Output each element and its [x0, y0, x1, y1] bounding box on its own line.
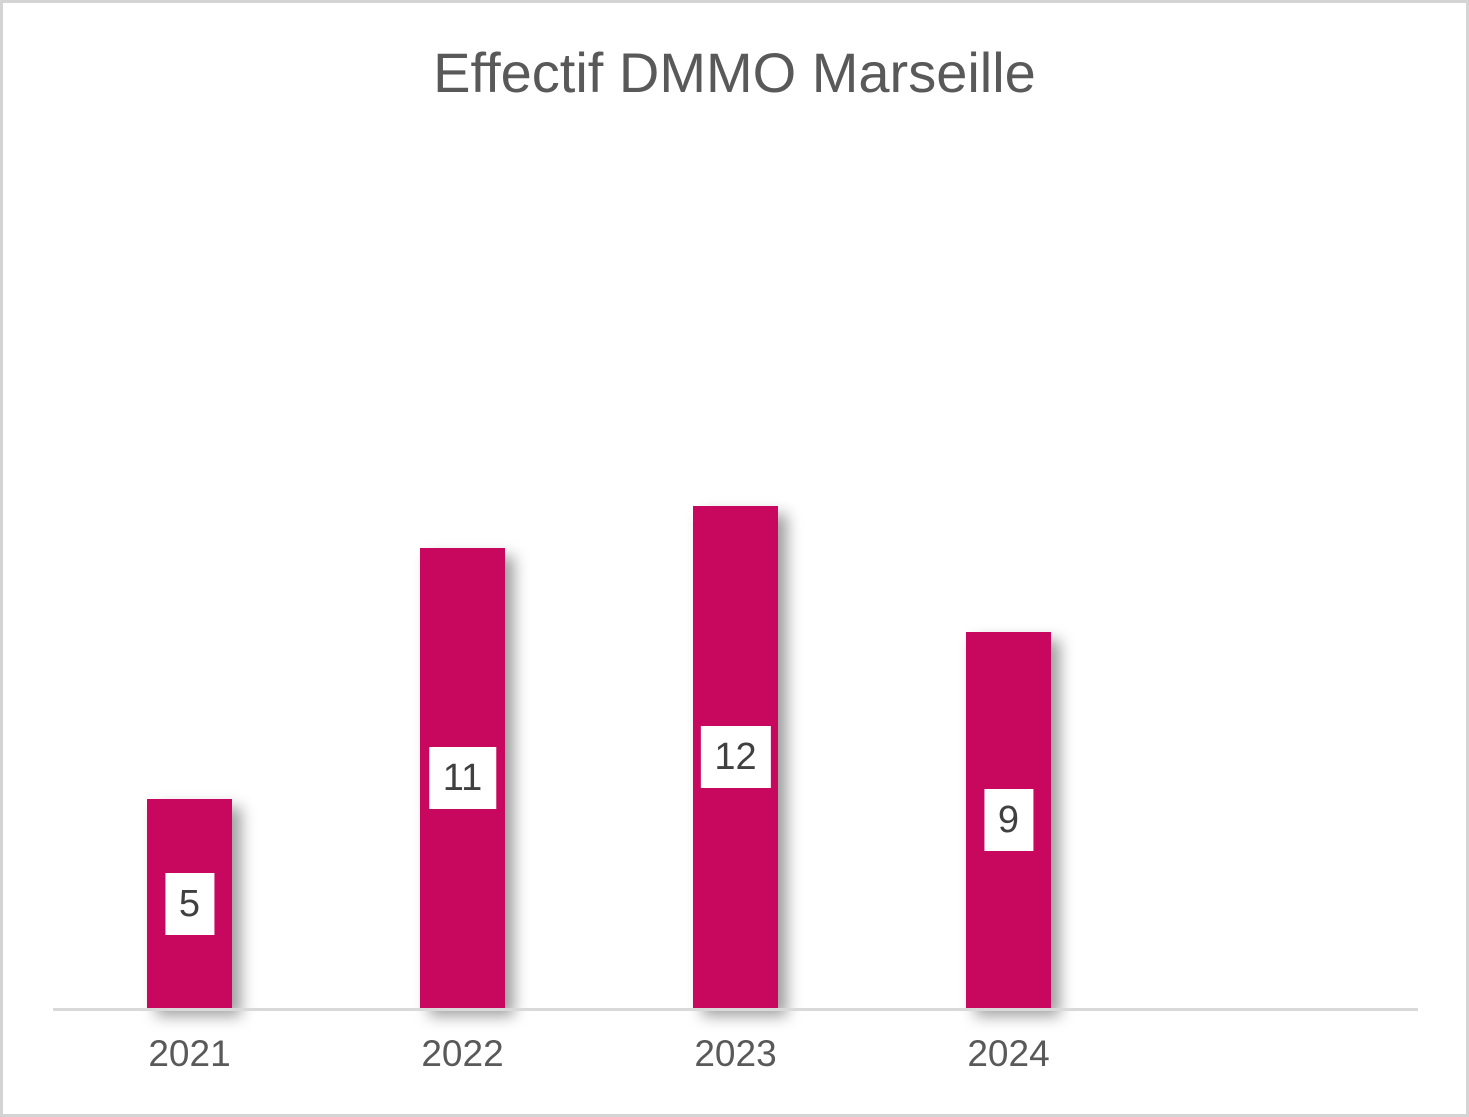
category-slot: 9 [872, 150, 1145, 1008]
bar-2022: 11 [420, 548, 505, 1008]
bar-2024: 9 [966, 632, 1051, 1008]
data-label-2024: 9 [983, 789, 1034, 851]
data-label-2022: 11 [428, 747, 497, 809]
plot-area: 5 11 12 9 [53, 150, 1418, 1011]
x-tick-2023: 2023 [694, 1033, 777, 1074]
bar-2023: 12 [693, 506, 778, 1008]
chart-title: Effectif DMMO Marseille [433, 41, 1036, 104]
category-slot: 5 [53, 150, 326, 1008]
x-tick-2024: 2024 [967, 1033, 1050, 1074]
x-tick-empty [1145, 1032, 1418, 1076]
bar-2021: 5 [147, 799, 232, 1008]
x-tick-2022: 2022 [421, 1033, 504, 1074]
data-label-2021: 5 [164, 872, 215, 935]
category-slot: 12 [599, 150, 872, 1008]
category-slot: 11 [326, 150, 599, 1008]
category-slot [1145, 150, 1418, 1008]
bars-container: 5 11 12 9 [53, 150, 1418, 1008]
data-label-2023: 12 [700, 726, 771, 788]
x-tick-2021: 2021 [148, 1033, 231, 1074]
x-axis-tick-labels: 2021 2022 2023 2024 [53, 1032, 1418, 1076]
x-axis-line [53, 1008, 1418, 1011]
